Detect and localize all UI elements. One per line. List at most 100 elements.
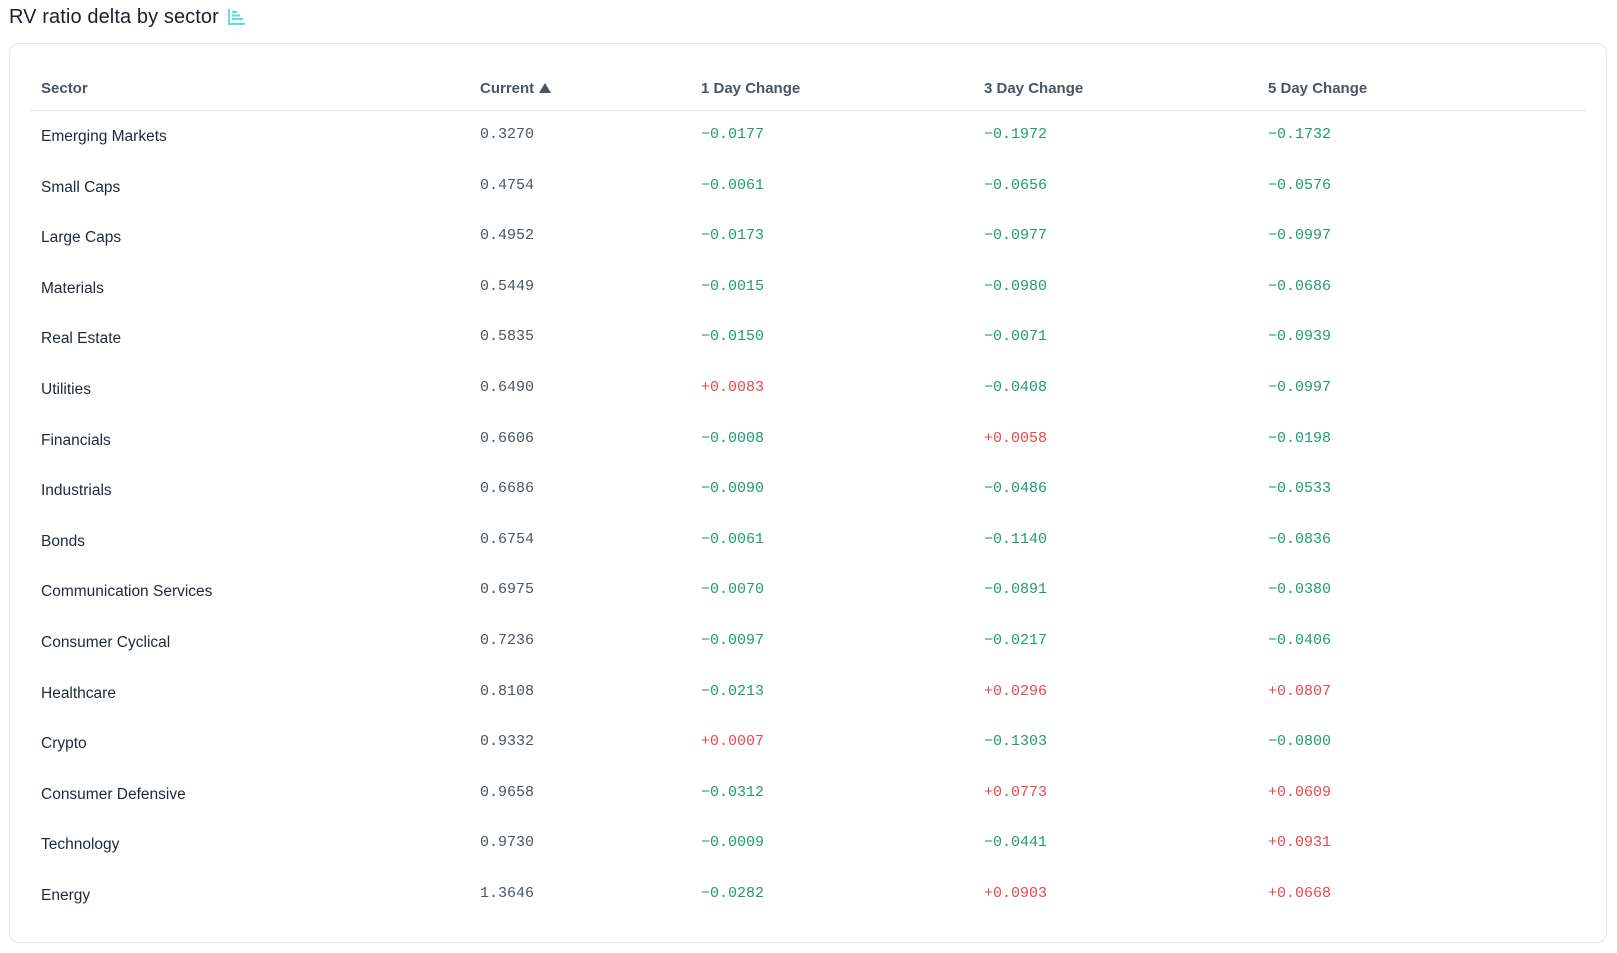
page-title: RV ratio delta by sector	[9, 5, 219, 28]
cell-3-day-change: −0.0977	[984, 227, 1048, 245]
cell-1-day-change: −0.0213	[701, 682, 765, 700]
chart-icon[interactable]	[227, 8, 246, 26]
cell-sector: Industrials	[41, 482, 112, 500]
cell-3-day-change: −0.0656	[984, 176, 1048, 194]
header-current[interactable]: Current	[480, 80, 552, 97]
cell-1-day-change: +0.0083	[701, 378, 765, 396]
cell-current: 0.4952	[480, 227, 535, 245]
cell-1-day-change: −0.0061	[701, 530, 765, 548]
table-row: Large Caps 0.4952 −0.0173 −0.0977 −0.0997	[30, 212, 1586, 263]
cell-3-day-change: +0.0773	[984, 783, 1048, 801]
table-row: Crypto 0.9332 +0.0007 −0.1303 −0.0800	[30, 718, 1586, 769]
cell-3-day-change: −0.1140	[984, 530, 1048, 548]
cell-3-day-change: +0.0903	[984, 884, 1048, 902]
cell-3-day-change: +0.0296	[984, 682, 1048, 700]
cell-sector: Healthcare	[41, 684, 116, 702]
table-row: Industrials 0.6686 −0.0090 −0.0486 −0.0533	[30, 465, 1586, 516]
cell-5-day-change: −0.0997	[1268, 227, 1332, 245]
cell-3-day-change: −0.0441	[984, 834, 1048, 852]
cell-3-day-change: −0.0980	[984, 277, 1048, 295]
title-row: RV ratio delta by sector	[9, 4, 246, 30]
table-header: Sector Current 1 Day Change 3 Day Change…	[30, 68, 1586, 111]
cell-5-day-change: −0.0997	[1268, 378, 1332, 396]
cell-5-day-change: −0.0576	[1268, 176, 1332, 194]
cell-5-day-change: −0.0198	[1268, 429, 1332, 447]
cell-current: 0.8108	[480, 682, 535, 700]
header-3-day-change-label: 3 Day Change	[984, 80, 1084, 97]
cell-current: 1.3646	[480, 884, 535, 902]
cell-3-day-change: −0.0408	[984, 378, 1048, 396]
header-sector[interactable]: Sector	[41, 80, 88, 97]
table-row: Small Caps 0.4754 −0.0061 −0.0656 −0.0576	[30, 162, 1586, 213]
sort-ascending-icon	[539, 83, 552, 93]
cell-current: 0.6606	[480, 429, 535, 447]
cell-current: 0.4754	[480, 176, 535, 194]
cell-5-day-change: −0.0533	[1268, 480, 1332, 498]
cell-current: 0.3270	[480, 126, 535, 143]
cell-current: 0.5835	[480, 328, 535, 346]
cell-5-day-change: −0.0380	[1268, 581, 1332, 599]
header-sector-label: Sector	[41, 80, 88, 97]
cell-3-day-change: −0.1303	[984, 733, 1048, 751]
cell-1-day-change: −0.0097	[701, 631, 765, 649]
table-row: Consumer Cyclical 0.7236 −0.0097 −0.0217 −0.…	[30, 617, 1586, 668]
cell-sector: Large Caps	[41, 229, 122, 247]
cell-1-day-change: −0.0070	[701, 581, 765, 599]
cell-sector: Real Estate	[41, 330, 122, 348]
cell-sector: Energy	[41, 886, 91, 904]
cell-current: 0.6686	[480, 480, 535, 498]
cell-1-day-change: −0.0090	[701, 480, 765, 498]
cell-1-day-change: −0.0061	[701, 176, 765, 194]
cell-sector: Crypto	[41, 735, 87, 753]
cell-current: 0.6490	[480, 378, 535, 396]
header-5-day-change-label: 5 Day Change	[1268, 80, 1368, 97]
cell-sector: Financials	[41, 431, 111, 449]
cell-sector: Bonds	[41, 532, 85, 550]
cell-5-day-change: −0.0686	[1268, 277, 1332, 295]
cell-5-day-change: +0.0609	[1268, 783, 1332, 801]
cell-5-day-change: −0.0406	[1268, 631, 1332, 649]
table-row: Consumer Defensive 0.9658 −0.0312 +0.0773 +0…	[30, 769, 1586, 820]
cell-3-day-change: −0.1972	[984, 126, 1048, 143]
cell-sector: Emerging Markets	[41, 128, 167, 145]
cell-1-day-change: −0.0008	[701, 429, 765, 447]
cell-1-day-change: −0.0015	[701, 277, 765, 295]
table-row: Communication Services 0.6975 −0.0070 −0.08…	[30, 566, 1586, 617]
cell-5-day-change: +0.0668	[1268, 884, 1332, 902]
table-row: Financials 0.6606 −0.0008 +0.0058 −0.0198	[30, 415, 1586, 466]
table-row: Energy 1.3646 −0.0282 +0.0903 +0.0668	[30, 870, 1586, 921]
cell-1-day-change: −0.0150	[701, 328, 765, 346]
cell-current: 0.9658	[480, 783, 535, 801]
cell-1-day-change: −0.0282	[701, 884, 765, 902]
cell-3-day-change: −0.0486	[984, 480, 1048, 498]
header-current-label: Current	[480, 80, 535, 97]
cell-3-day-change: −0.0891	[984, 581, 1048, 599]
sector-table-card: Sector Current 1 Day Change 3 Day Change…	[9, 43, 1607, 943]
header-5-day-change[interactable]: 5 Day Change	[1268, 80, 1367, 97]
cell-5-day-change: +0.0807	[1268, 682, 1332, 700]
table-row: Healthcare 0.8108 −0.0213 +0.0296 +0.0807	[30, 668, 1586, 719]
cell-5-day-change: −0.0800	[1268, 733, 1332, 751]
cell-current: 0.6754	[480, 530, 535, 548]
cell-current: 0.9730	[480, 834, 535, 852]
cell-1-day-change: −0.0312	[701, 783, 765, 801]
cell-1-day-change: +0.0007	[701, 733, 765, 751]
cell-current: 0.5449	[480, 277, 535, 295]
cell-3-day-change: −0.0217	[984, 631, 1048, 649]
cell-1-day-change: −0.0177	[701, 126, 765, 143]
cell-5-day-change: +0.0931	[1268, 834, 1332, 852]
table-body: Emerging Markets 0.3270 −0.0177 −0.1972 −0.1…	[30, 111, 1586, 921]
cell-3-day-change: +0.0058	[984, 429, 1048, 447]
cell-3-day-change: −0.0071	[984, 328, 1048, 346]
cell-sector: Communication Services	[41, 583, 213, 601]
cell-current: 0.6975	[480, 581, 535, 599]
cell-sector: Small Caps	[41, 178, 121, 196]
header-3-day-change[interactable]: 3 Day Change	[984, 80, 1083, 97]
table-row: Emerging Markets 0.3270 −0.0177 −0.1972 −0.1…	[30, 111, 1586, 162]
table-row: Real Estate 0.5835 −0.0150 −0.0071 −0.0939	[30, 313, 1586, 364]
header-1-day-change[interactable]: 1 Day Change	[701, 80, 800, 97]
table-row: Materials 0.5449 −0.0015 −0.0980 −0.0686	[30, 263, 1586, 314]
header-1-day-change-label: 1 Day Change	[701, 80, 801, 97]
cell-1-day-change: −0.0173	[701, 227, 765, 245]
cell-sector: Technology	[41, 836, 120, 854]
